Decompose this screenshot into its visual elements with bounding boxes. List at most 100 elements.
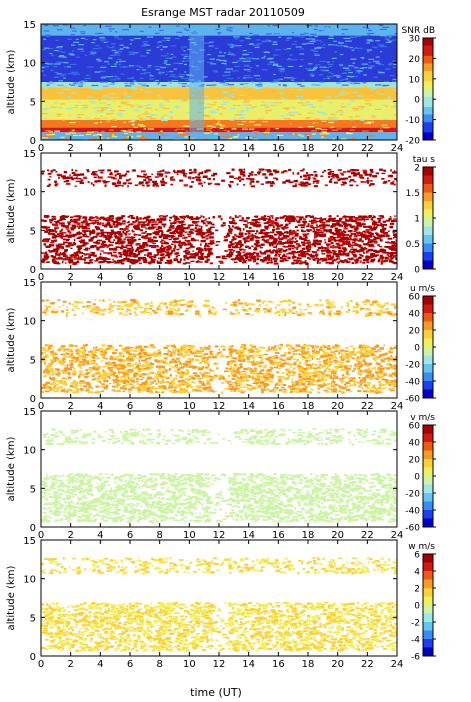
colorbar-tick-label: -2	[411, 619, 420, 629]
y-tick-label: 5	[30, 355, 36, 366]
x-tick-label: 0	[38, 272, 44, 283]
x-tick-label: 10	[183, 401, 196, 412]
x-tick-label: 2	[67, 659, 73, 670]
x-tick-label: 10	[183, 143, 196, 154]
y-tick-label: 0	[30, 652, 36, 663]
heatmap-field	[41, 299, 397, 395]
x-tick-label: 8	[156, 659, 162, 670]
y-tick-label: 10	[23, 59, 36, 70]
colorbar-tick-label: -20	[405, 137, 420, 147]
y-tick-label: 15	[23, 407, 36, 418]
colorbar-tick-label: -20	[405, 490, 420, 500]
x-tick-label: 24	[391, 143, 404, 154]
x-tick-label: 10	[183, 530, 196, 541]
colorbar-tick-label: 10	[409, 75, 421, 85]
colorbar-tick-label: 1	[414, 215, 420, 225]
y-tick-label: 0	[30, 523, 36, 534]
colorbar: 2 1.5 1 0.5 0	[406, 164, 436, 276]
x-tick-label: 14	[242, 530, 255, 541]
colorbar-tick-label: 1.5	[406, 189, 420, 199]
x-tick-label: 2	[67, 143, 73, 154]
x-tick-label: 16	[272, 659, 285, 670]
x-tick-label: 6	[127, 143, 133, 154]
colorbar-tick-label: 0	[414, 266, 420, 276]
y-tick-label: 10	[23, 188, 36, 199]
x-tick-label: 10	[183, 272, 196, 283]
y-tick-label: 10	[23, 317, 36, 328]
y-tick-label: 0	[30, 265, 36, 276]
x-tick-label: 24	[391, 659, 404, 670]
x-tick-label: 4	[97, 272, 103, 283]
y-tick-label: 5	[30, 97, 36, 108]
y-axis-label: altitude (km)	[6, 178, 17, 243]
y-axis-label: altitude (km)	[6, 565, 17, 630]
x-tick-label: 14	[242, 143, 255, 154]
x-tick-label: 4	[97, 530, 103, 541]
x-tick-label: 8	[156, 143, 162, 154]
x-tick-label: 8	[156, 530, 162, 541]
colorbar-label: w m/s	[408, 542, 435, 552]
colorbar-tick-label: 6	[414, 551, 420, 561]
figure-title: Esrange MST radar 20110509	[141, 6, 305, 19]
x-tick-label: 22	[361, 401, 374, 412]
colorbar-tick-label: 4	[414, 568, 420, 578]
x-tick-label: 0	[38, 659, 44, 670]
x-tick-label: 0	[38, 401, 44, 412]
y-tick-label: 15	[23, 20, 36, 31]
y-tick-label: 0	[30, 394, 36, 405]
colorbar-tick-label: 0	[414, 602, 420, 612]
colorbar-label: v m/s	[410, 413, 435, 423]
x-tick-label: 22	[361, 530, 374, 541]
x-tick-label: 14	[242, 659, 255, 670]
y-tick-label: 15	[23, 278, 36, 289]
x-tick-label: 20	[331, 143, 344, 154]
x-tick-label: 16	[272, 143, 285, 154]
x-tick-label: 20	[331, 530, 344, 541]
x-axis-label: time (UT)	[190, 686, 242, 699]
y-axis-label: altitude (km)	[6, 307, 17, 372]
y-axis-label: altitude (km)	[6, 436, 17, 501]
x-tick-label: 18	[302, 272, 315, 283]
colorbar-tick-label: 40	[409, 310, 421, 320]
x-tick-label: 8	[156, 401, 162, 412]
x-tick-label: 14	[242, 401, 255, 412]
y-tick-label: 15	[23, 149, 36, 160]
x-tick-label: 18	[302, 530, 315, 541]
colorbar: 30 20 10 0 -10 -20	[405, 35, 436, 147]
heatmap-field	[41, 557, 397, 653]
y-tick-label: 10	[23, 575, 36, 586]
x-tick-label: 24	[391, 401, 404, 412]
x-tick-label: 24	[391, 272, 404, 283]
colorbar-tick-label: -40	[405, 378, 420, 388]
colorbar-tick-label: -60	[405, 524, 420, 534]
x-tick-label: 2	[67, 401, 73, 412]
x-tick-label: 18	[302, 659, 315, 670]
colorbar-tick-label: 20	[409, 327, 421, 337]
colorbar: 60 40 20 0 -20 -40 -60	[405, 422, 436, 534]
colorbar: 6 4 2 0 -2 -4 -6	[411, 551, 436, 663]
colorbar-tick-label: 40	[409, 439, 421, 449]
x-tick-label: 10	[183, 659, 196, 670]
y-tick-label: 0	[30, 136, 36, 147]
colorbar-tick-label: 2	[414, 585, 420, 595]
x-tick-label: 22	[361, 659, 374, 670]
x-tick-label: 2	[67, 530, 73, 541]
x-tick-label: 16	[272, 401, 285, 412]
y-tick-label: 5	[30, 226, 36, 237]
x-tick-label: 16	[272, 530, 285, 541]
heatmap-field	[41, 168, 397, 266]
y-tick-label: 10	[23, 446, 36, 457]
x-tick-label: 4	[97, 659, 103, 670]
colorbar-tick-label: 2	[414, 164, 420, 174]
colorbar-tick-label: -6	[411, 653, 420, 663]
x-tick-label: 8	[156, 272, 162, 283]
x-tick-label: 24	[391, 530, 404, 541]
colorbar-tick-label: 60	[409, 293, 421, 303]
colorbar-tick-label: -4	[411, 636, 420, 646]
x-tick-label: 22	[361, 143, 374, 154]
y-tick-label: 5	[30, 484, 36, 495]
heatmap-field	[41, 428, 397, 524]
